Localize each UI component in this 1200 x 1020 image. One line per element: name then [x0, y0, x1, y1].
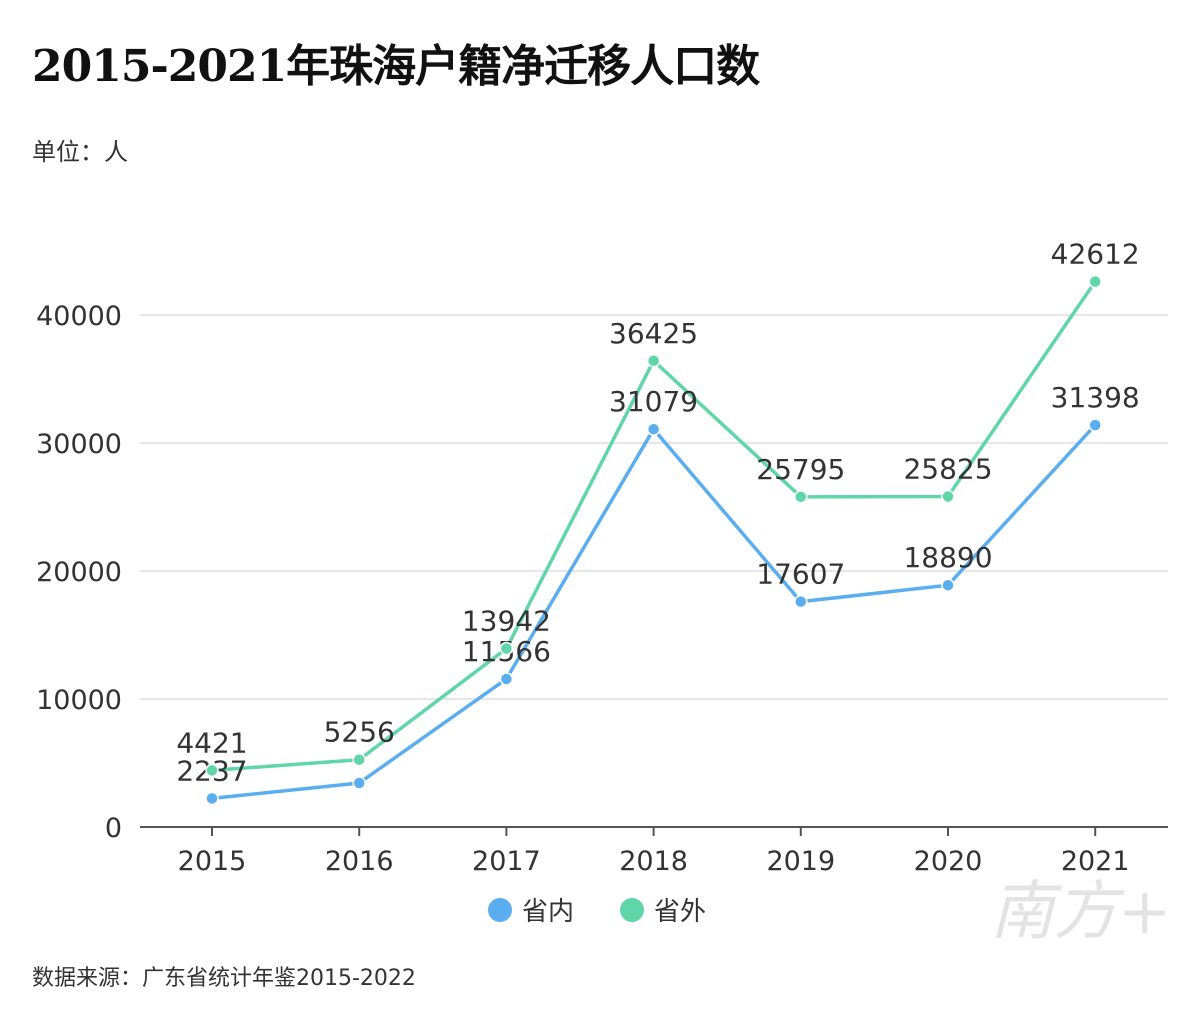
- data-label: 25825: [903, 452, 992, 485]
- legend-marker: [620, 898, 644, 922]
- data-label: 18890: [903, 541, 992, 574]
- data-label: 17607: [756, 558, 845, 591]
- data-point: [941, 578, 955, 592]
- x-tick-label: 2020: [914, 846, 983, 877]
- data-point: [794, 594, 808, 609]
- data-point: [352, 776, 366, 790]
- data-label: 25795: [756, 453, 845, 486]
- x-tick-label: 2017: [472, 846, 541, 877]
- data-point: [1088, 418, 1102, 432]
- data-label: 31398: [1051, 381, 1140, 414]
- data-point: [941, 489, 955, 504]
- y-tick-label: 30000: [36, 429, 122, 460]
- data-label: 36425: [609, 317, 698, 350]
- data-point: [499, 672, 514, 686]
- data-point: [205, 791, 219, 806]
- data-point: [646, 422, 661, 436]
- legend-marker: [488, 898, 512, 922]
- legend-label: 省外: [654, 897, 706, 927]
- y-tick-label: 0: [105, 813, 122, 844]
- x-tick-label: 2015: [178, 846, 247, 877]
- legend-label: 省内: [522, 897, 574, 927]
- source-note: 数据来源：广东省统计年鉴2015-2022: [32, 966, 416, 991]
- data-point: [1088, 274, 1102, 289]
- x-tick-label: 2018: [619, 846, 688, 877]
- x-tick-label: 2016: [325, 846, 394, 877]
- unit-label: 单位：人: [32, 138, 128, 166]
- data-label: 5256: [324, 716, 395, 749]
- data-label: 31079: [609, 385, 698, 418]
- y-tick-label: 40000: [36, 301, 122, 332]
- data-label: 13942: [462, 605, 551, 638]
- data-point: [205, 763, 219, 778]
- y-tick-label: 10000: [36, 685, 122, 716]
- data-point: [499, 641, 514, 656]
- data-point: [646, 354, 661, 368]
- data-label: 4421: [176, 726, 247, 759]
- x-tick-label: 2019: [766, 846, 835, 877]
- chart-title: 2015-2021年珠海户籍净迁移人口数: [32, 41, 760, 92]
- data-point: [794, 490, 808, 504]
- data-point: [352, 752, 366, 767]
- data-label: 42612: [1051, 238, 1140, 271]
- watermark-logo: 南方+: [990, 875, 1172, 949]
- x-tick-label: 2021: [1061, 846, 1130, 877]
- y-tick-label: 20000: [36, 557, 122, 588]
